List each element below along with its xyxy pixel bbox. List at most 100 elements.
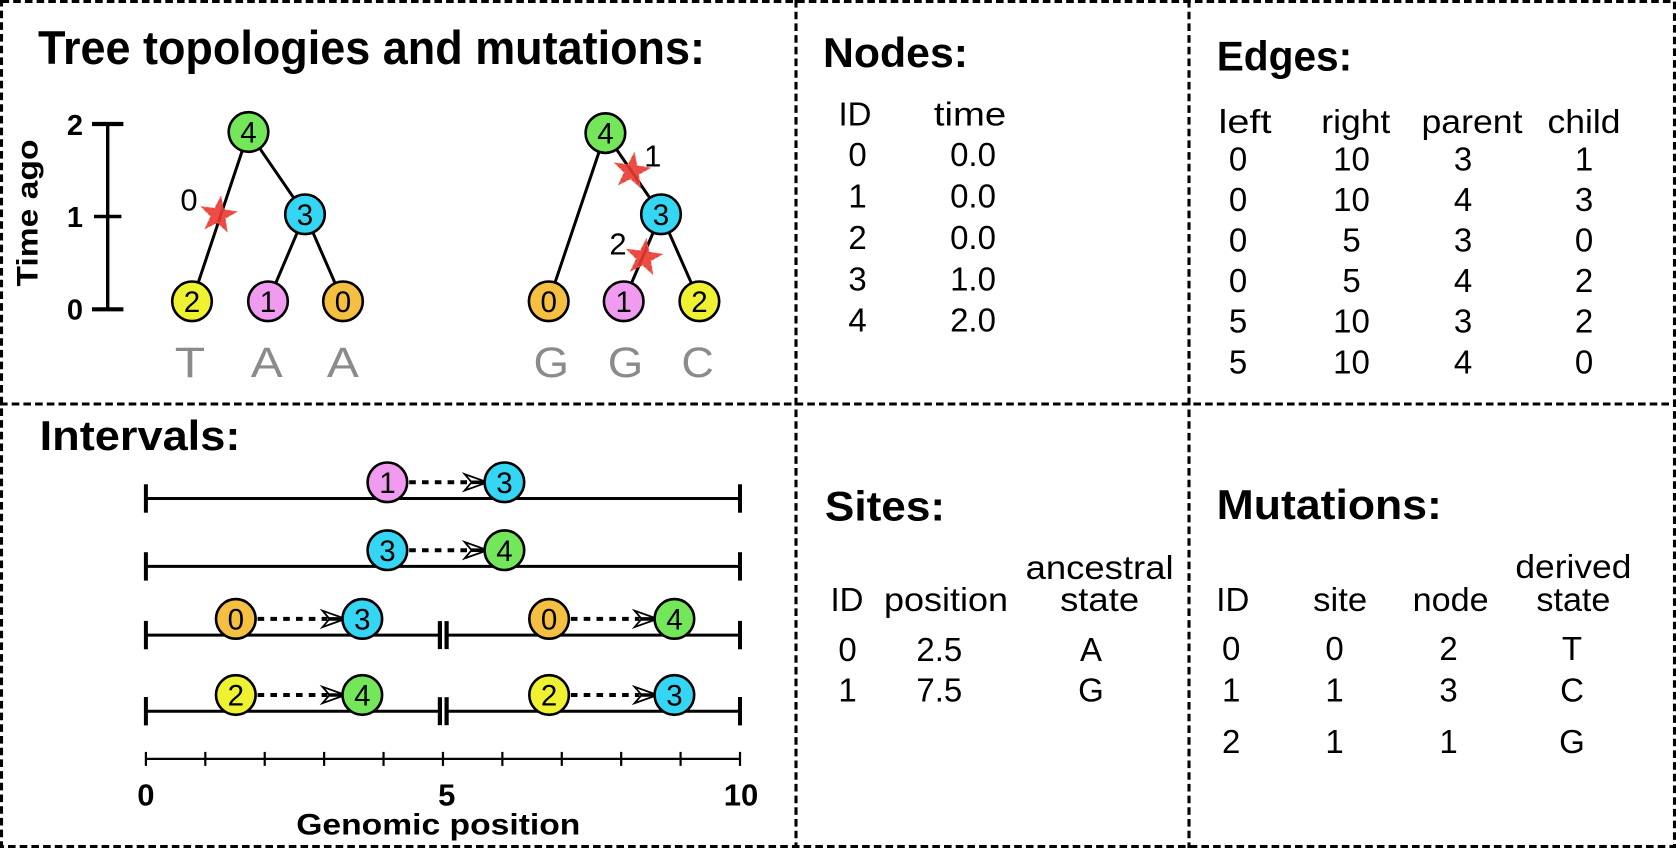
svg-text:10: 10 (1333, 181, 1370, 218)
svg-text:G: G (608, 339, 644, 387)
svg-text:Mutations:: Mutations: (1217, 481, 1442, 528)
svg-text:0: 0 (1222, 630, 1240, 667)
svg-text:A: A (251, 339, 283, 387)
svg-text:3: 3 (1454, 303, 1472, 340)
svg-text:Genomic position: Genomic position (296, 809, 580, 842)
svg-text:0: 0 (180, 183, 197, 218)
svg-text:A: A (1080, 631, 1102, 668)
svg-text:0: 0 (1325, 630, 1343, 667)
svg-text:2: 2 (609, 227, 626, 262)
svg-text:0: 0 (540, 286, 556, 319)
svg-text:right: right (1321, 103, 1390, 140)
svg-text:2: 2 (184, 286, 200, 319)
svg-text:C: C (1560, 671, 1584, 708)
svg-text:state: state (1536, 581, 1610, 618)
svg-text:1: 1 (379, 467, 395, 500)
svg-text:3: 3 (496, 467, 512, 500)
svg-text:10: 10 (1333, 343, 1370, 380)
svg-text:5: 5 (1229, 343, 1247, 380)
svg-text:time: time (934, 96, 1006, 133)
svg-text:3: 3 (354, 604, 370, 637)
svg-text:position: position (884, 581, 1008, 618)
svg-text:child: child (1548, 103, 1621, 140)
svg-text:10: 10 (724, 777, 758, 812)
svg-text:0.0: 0.0 (950, 219, 996, 256)
svg-text:3: 3 (1439, 671, 1457, 708)
svg-text:0: 0 (1229, 140, 1247, 177)
svg-text:0: 0 (1229, 181, 1247, 218)
svg-text:0: 0 (1575, 343, 1593, 380)
svg-text:0: 0 (1229, 222, 1247, 259)
svg-text:Tree topologies and mutations:: Tree topologies and mutations: (38, 21, 705, 74)
svg-text:3: 3 (297, 199, 313, 232)
svg-text:3: 3 (379, 535, 395, 568)
svg-text:2: 2 (228, 680, 244, 713)
svg-text:T: T (1562, 630, 1582, 667)
svg-text:ancestral: ancestral (1026, 549, 1174, 586)
svg-text:3: 3 (1454, 222, 1472, 259)
svg-text:10: 10 (1333, 303, 1370, 340)
svg-text:0.0: 0.0 (950, 178, 996, 215)
svg-text:2.0: 2.0 (950, 302, 996, 339)
svg-text:1: 1 (1325, 723, 1343, 760)
svg-text:3: 3 (1454, 140, 1472, 177)
svg-text:4: 4 (1454, 262, 1472, 299)
svg-text:0: 0 (335, 286, 351, 319)
svg-text:4: 4 (1454, 343, 1472, 380)
svg-text:1: 1 (615, 286, 631, 319)
svg-text:C: C (681, 339, 714, 387)
svg-text:0: 0 (1229, 262, 1247, 299)
svg-text:2: 2 (1439, 630, 1457, 667)
svg-text:left: left (1219, 103, 1272, 140)
svg-text:Edges:: Edges: (1217, 33, 1353, 80)
svg-text:1.0: 1.0 (950, 260, 996, 297)
svg-text:4: 4 (1454, 181, 1472, 218)
svg-text:0: 0 (541, 604, 557, 637)
svg-text:10: 10 (1333, 140, 1370, 177)
svg-text:parent: parent (1422, 103, 1523, 140)
svg-text:1: 1 (1439, 723, 1457, 760)
svg-text:0: 0 (228, 604, 244, 637)
svg-text:4: 4 (354, 680, 370, 713)
svg-text:0: 0 (1575, 222, 1593, 259)
svg-text:2: 2 (541, 680, 557, 713)
svg-text:derived: derived (1515, 548, 1631, 585)
svg-text:5: 5 (1342, 222, 1360, 259)
svg-text:4: 4 (848, 302, 866, 339)
svg-text:2.5: 2.5 (916, 631, 962, 668)
svg-text:2: 2 (691, 286, 707, 319)
svg-text:0: 0 (838, 631, 856, 668)
svg-text:2: 2 (848, 219, 866, 256)
svg-text:ID: ID (831, 581, 864, 618)
svg-text:0.0: 0.0 (950, 136, 996, 173)
svg-text:Intervals:: Intervals: (40, 412, 241, 459)
svg-text:2: 2 (1222, 723, 1240, 760)
svg-text:G: G (534, 339, 570, 387)
svg-text:2: 2 (1575, 262, 1593, 299)
svg-text:2: 2 (67, 110, 83, 142)
svg-text:3: 3 (653, 199, 669, 232)
svg-text:2: 2 (1575, 303, 1593, 340)
svg-text:7.5: 7.5 (916, 671, 962, 708)
svg-text:1: 1 (838, 671, 856, 708)
svg-text:1: 1 (1325, 671, 1343, 708)
svg-text:A: A (327, 339, 359, 387)
svg-text:3: 3 (1575, 181, 1593, 218)
svg-text:Time ago: Time ago (12, 140, 45, 287)
svg-text:1: 1 (644, 139, 661, 174)
svg-text:5: 5 (438, 777, 455, 812)
svg-text:state: state (1060, 581, 1139, 618)
svg-text:Sites:: Sites: (825, 482, 945, 529)
svg-text:3: 3 (666, 680, 682, 713)
svg-text:0: 0 (67, 295, 83, 327)
svg-text:0: 0 (848, 136, 866, 173)
svg-text:site: site (1313, 581, 1367, 618)
svg-text:4: 4 (240, 117, 256, 150)
svg-text:4: 4 (666, 604, 682, 637)
svg-text:G: G (1078, 671, 1104, 708)
svg-text:ID: ID (839, 96, 872, 133)
svg-text:0: 0 (137, 777, 154, 812)
svg-text:1: 1 (848, 178, 866, 215)
svg-text:ID: ID (1216, 581, 1249, 618)
svg-text:1: 1 (67, 202, 83, 234)
